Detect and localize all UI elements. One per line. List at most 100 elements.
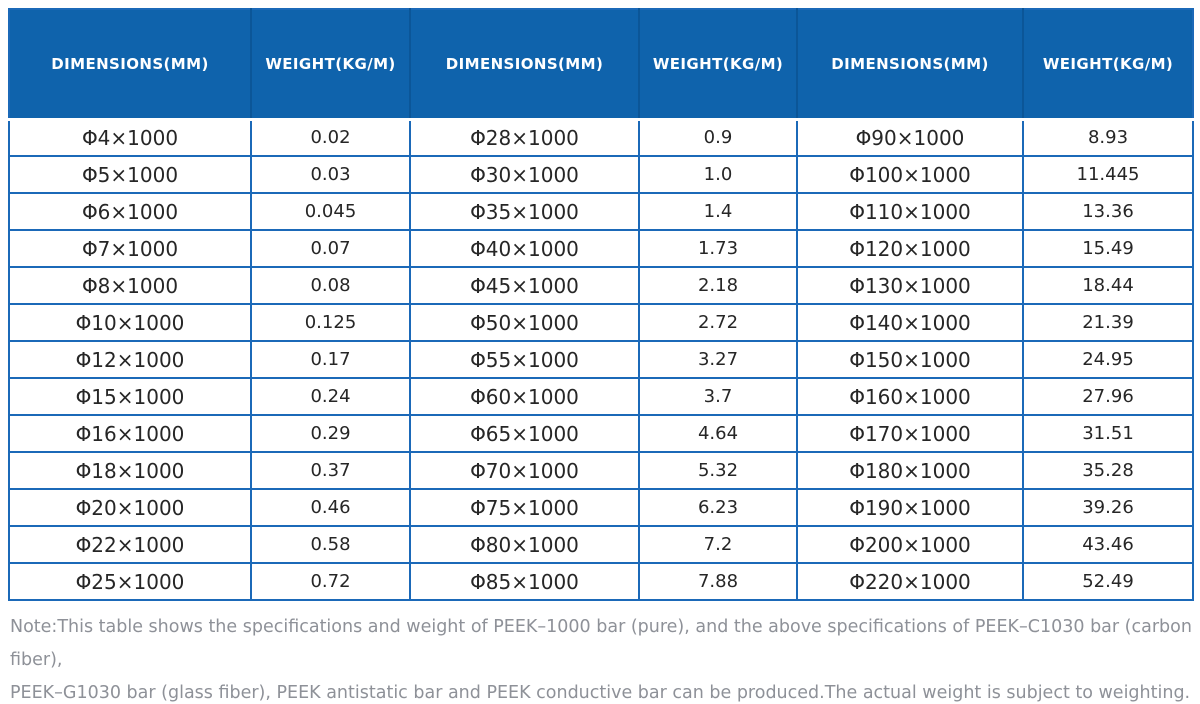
weight-cell: 6.23	[638, 488, 798, 527]
dimension-cell: Φ40×1000	[409, 229, 640, 268]
dimension-cell: Φ16×1000	[8, 414, 252, 453]
table-row: Φ6×1000 0.045 Φ35×1000 1.4 Φ110×1000 13.36	[8, 192, 1194, 231]
weight-cell: 0.29	[250, 414, 411, 453]
table-row: Φ16×1000 0.29 Φ65×1000 4.64 Φ170×1000 31.51	[8, 414, 1194, 453]
table-row: Φ22×1000 0.58 Φ80×1000 7.2 Φ200×1000 43.46	[8, 525, 1194, 564]
weight-cell: 52.49	[1022, 562, 1194, 601]
footnote-line-2: PEEK–G1030 bar (glass fiber), PEEK antis…	[10, 683, 1191, 703]
weight-cell: 0.125	[250, 303, 411, 342]
weight-cell: 39.26	[1022, 488, 1194, 527]
dimension-cell: Φ85×1000	[409, 562, 640, 601]
weight-cell: 2.18	[638, 266, 798, 305]
weight-cell: 0.07	[250, 229, 411, 268]
header-weight-3: WEIGHT(KG/M)	[1022, 9, 1193, 121]
table-row: Φ10×1000 0.125 Φ50×1000 2.72 Φ140×1000 21.39	[8, 303, 1194, 342]
weight-cell: 13.36	[1022, 192, 1194, 231]
dimension-cell: Φ5×1000	[8, 155, 252, 194]
weight-cell: 0.08	[250, 266, 411, 305]
dimension-cell: Φ7×1000	[8, 229, 252, 268]
weight-cell: 2.72	[638, 303, 798, 342]
weight-cell: 0.17	[250, 340, 411, 379]
weight-cell: 8.93	[1022, 118, 1194, 157]
weight-cell: 7.2	[638, 525, 798, 564]
table-row: Φ4×1000 0.02 Φ28×1000 0.9 Φ90×1000 8.93	[8, 118, 1194, 157]
dimension-cell: Φ25×1000	[8, 562, 252, 601]
weight-cell: 0.045	[250, 192, 411, 231]
dimension-cell: Φ120×1000	[796, 229, 1024, 268]
header-dimensions-2: DIMENSIONS(MM)	[409, 9, 639, 121]
dimension-cell: Φ18×1000	[8, 451, 252, 490]
dimension-cell: Φ70×1000	[409, 451, 640, 490]
weight-cell: 3.7	[638, 377, 798, 416]
weight-cell: 27.96	[1022, 377, 1194, 416]
dimension-cell: Φ15×1000	[8, 377, 252, 416]
weight-cell: 0.24	[250, 377, 411, 416]
weight-cell: 4.64	[638, 414, 798, 453]
table-row: Φ8×1000 0.08 Φ45×1000 2.18 Φ130×1000 18.44	[8, 266, 1194, 305]
dimension-cell: Φ22×1000	[8, 525, 252, 564]
weight-cell: 24.95	[1022, 340, 1194, 379]
table-row: Φ7×1000 0.07 Φ40×1000 1.73 Φ120×1000 15.49	[8, 229, 1194, 268]
weight-cell: 7.88	[638, 562, 798, 601]
weight-cell: 0.03	[250, 155, 411, 194]
weight-cell: 0.9	[638, 118, 798, 157]
weight-cell: 43.46	[1022, 525, 1194, 564]
weight-cell: 21.39	[1022, 303, 1194, 342]
dimension-cell: Φ180×1000	[796, 451, 1024, 490]
weight-cell: 11.445	[1022, 155, 1194, 194]
weight-cell: 0.02	[250, 118, 411, 157]
header-weight-1: WEIGHT(KG/M)	[250, 9, 410, 121]
weight-cell: 0.58	[250, 525, 411, 564]
dimension-cell: Φ170×1000	[796, 414, 1024, 453]
header-weight-2: WEIGHT(KG/M)	[638, 9, 797, 121]
header-dimensions-1: DIMENSIONS(MM)	[9, 9, 251, 121]
dimension-cell: Φ130×1000	[796, 266, 1024, 305]
dimension-cell: Φ12×1000	[8, 340, 252, 379]
dimension-cell: Φ80×1000	[409, 525, 640, 564]
table-row: Φ25×1000 0.72 Φ85×1000 7.88 Φ220×1000 52.49	[8, 562, 1194, 601]
header-row: DIMENSIONS(MM) WEIGHT(KG/M) DIMENSIONS(M…	[9, 9, 1193, 121]
dimension-cell: Φ8×1000	[8, 266, 252, 305]
dimension-cell: Φ4×1000	[8, 118, 252, 157]
dimension-cell: Φ35×1000	[409, 192, 640, 231]
dimension-cell: Φ10×1000	[8, 303, 252, 342]
weight-cell: 1.4	[638, 192, 798, 231]
weight-cell: 5.32	[638, 451, 798, 490]
weight-cell: 18.44	[1022, 266, 1194, 305]
dimension-cell: Φ28×1000	[409, 118, 640, 157]
dimension-cell: Φ55×1000	[409, 340, 640, 379]
dimension-cell: Φ45×1000	[409, 266, 640, 305]
dimension-cell: Φ65×1000	[409, 414, 640, 453]
dimension-cell: Φ110×1000	[796, 192, 1024, 231]
weight-cell: 3.27	[638, 340, 798, 379]
table-row: Φ20×1000 0.46 Φ75×1000 6.23 Φ190×1000 39.26	[8, 488, 1194, 527]
dimension-cell: Φ90×1000	[796, 118, 1024, 157]
dimension-cell: Φ150×1000	[796, 340, 1024, 379]
table-row: Φ15×1000 0.24 Φ60×1000 3.7 Φ160×1000 27.96	[8, 377, 1194, 416]
dimension-cell: Φ6×1000	[8, 192, 252, 231]
dimension-cell: Φ220×1000	[796, 562, 1024, 601]
weight-cell: 0.37	[250, 451, 411, 490]
footnote-line-1: Note:This table shows the specifications…	[10, 617, 1192, 670]
dimension-cell: Φ190×1000	[796, 488, 1024, 527]
dimension-cell: Φ20×1000	[8, 488, 252, 527]
weight-cell: 31.51	[1022, 414, 1194, 453]
weight-cell: 0.46	[250, 488, 411, 527]
header-dimensions-3: DIMENSIONS(MM)	[796, 9, 1023, 121]
weight-cell: 35.28	[1022, 451, 1194, 490]
table-row: Φ5×1000 0.03 Φ30×1000 1.0 Φ100×1000 11.445	[8, 155, 1194, 194]
dimension-cell: Φ100×1000	[796, 155, 1024, 194]
dimension-cell: Φ200×1000	[796, 525, 1024, 564]
table-row: Φ12×1000 0.17 Φ55×1000 3.27 Φ150×1000 24.95	[8, 340, 1194, 379]
dimension-cell: Φ50×1000	[409, 303, 640, 342]
weight-cell: 15.49	[1022, 229, 1194, 268]
dimension-cell: Φ75×1000	[409, 488, 640, 527]
table-body: Φ4×1000 0.02 Φ28×1000 0.9 Φ90×1000 8.93 Φ5×100…	[8, 118, 1194, 601]
weight-cell: 1.0	[638, 155, 798, 194]
spec-table: DIMENSIONS(MM) WEIGHT(KG/M) DIMENSIONS(M…	[8, 8, 1194, 601]
table-row: Φ18×1000 0.37 Φ70×1000 5.32 Φ180×1000 35.28	[8, 451, 1194, 490]
dimension-cell: Φ60×1000	[409, 377, 640, 416]
footnote: Note:This table shows the specifications…	[8, 611, 1192, 704]
dimension-cell: Φ140×1000	[796, 303, 1024, 342]
